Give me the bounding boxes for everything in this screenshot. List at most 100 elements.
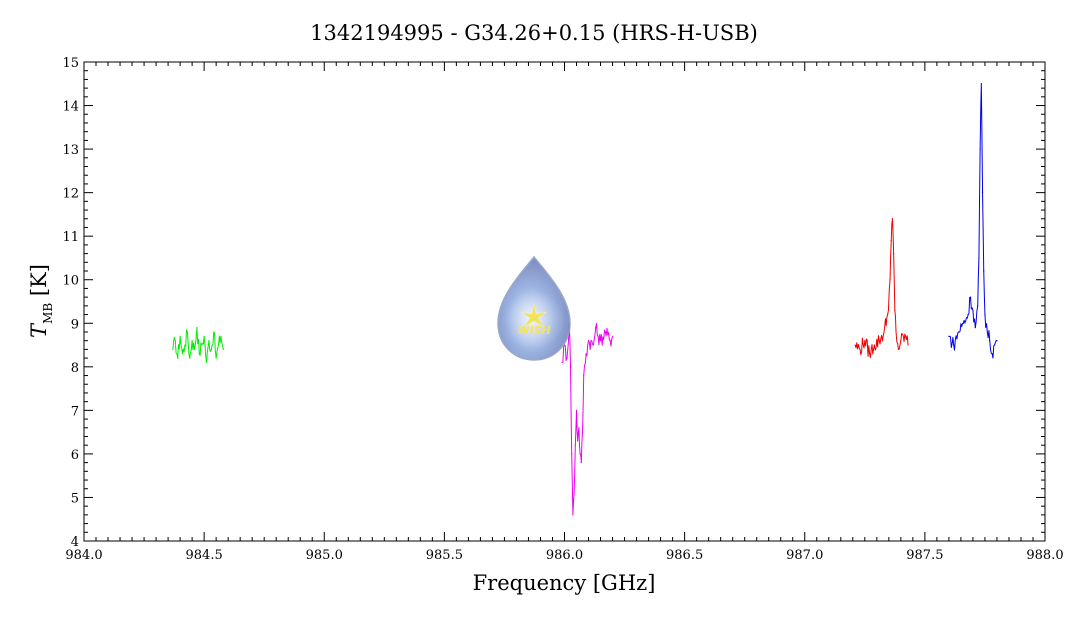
spectrum-data-point	[203, 335, 205, 337]
y-tick-label: 11	[62, 230, 79, 245]
y-axis: 4 5 6 7 8 9 10 11 12 13 14 15	[62, 56, 1045, 550]
spectrum-data-point	[883, 331, 885, 333]
spectrum-data-point	[579, 453, 581, 455]
spectrum-data-point	[984, 313, 986, 316]
spectrum-data-point	[210, 348, 212, 350]
spectrum-data-point	[611, 335, 614, 337]
spectrum-data-point	[573, 492, 575, 494]
chart-title: 1342194995 - G34.26+0.15 (HRS-H-USB)	[310, 21, 758, 45]
spectrum-data-point	[979, 148, 981, 150]
y-axis-symbol: T	[27, 322, 51, 338]
spectrum-data-point	[222, 348, 224, 350]
spectrum-data-point	[893, 253, 895, 255]
spectrum-data-point	[585, 353, 587, 355]
spectrum-data-point	[205, 361, 208, 364]
spectrum-series-line	[172, 327, 224, 363]
spectrum-data-point	[569, 366, 572, 368]
spectrum-data-point	[969, 296, 972, 298]
spectrum-data-point	[193, 348, 196, 350]
spectrum-data-point	[184, 344, 186, 346]
spectrum-data-point	[191, 340, 193, 342]
spectrum-data-point	[213, 331, 215, 333]
spectrum-data-point	[864, 340, 866, 342]
spectrum-data-point	[957, 331, 960, 333]
spectrum-data-point	[174, 340, 176, 342]
spectrum-data-point	[220, 335, 222, 337]
x-tick-label: 984.0	[65, 548, 102, 563]
y-tick-label: 14	[62, 100, 79, 115]
spectrum-series-line	[562, 322, 614, 516]
spectrum-data-point	[890, 239, 892, 242]
x-tick-label: 988.0	[1026, 548, 1063, 563]
spectrum-data-point	[217, 344, 220, 346]
spectrum-data-point	[580, 462, 582, 464]
spectrum-data-point	[974, 327, 976, 329]
spectrum-data-point	[895, 331, 897, 333]
spectrum-data-point	[854, 344, 856, 346]
y-tick-label: 5	[71, 491, 79, 506]
y-axis-spacer	[27, 296, 51, 303]
x-axis-label: Frequency [GHz]	[473, 571, 656, 595]
spectrum-data-point	[996, 340, 998, 342]
spectrum-data-point	[177, 357, 179, 359]
spectrum-data-point	[986, 331, 988, 333]
spectrum-data-point	[977, 305, 979, 307]
y-tick-label: 13	[62, 143, 79, 158]
spectrum-data-point	[186, 331, 188, 333]
spectrum-data-point	[581, 431, 584, 433]
spectrum-data-point	[878, 340, 880, 342]
spectrum-data-point	[571, 453, 573, 455]
y-tick-label: 8	[71, 361, 79, 376]
spectrum-data-point	[900, 340, 902, 342]
spectrum-data-point	[859, 348, 861, 350]
spectrum-data-point	[889, 279, 891, 281]
spectrum-series-line	[854, 218, 909, 358]
spectrum-data-point	[587, 340, 590, 342]
spectrum-data-point	[897, 348, 900, 350]
spectrum-data-point	[972, 309, 974, 311]
spectrum-data-point	[201, 344, 203, 346]
spectrum-data-point	[592, 344, 594, 346]
star-icon	[520, 302, 548, 328]
spectrum-data-point	[980, 83, 982, 85]
x-tick-label: 987.5	[906, 548, 943, 563]
spectrum-data-point	[172, 348, 174, 350]
spectrum-data-point	[962, 322, 964, 324]
y-tick-label: 10	[62, 274, 79, 289]
spectrum-data-point	[953, 344, 955, 346]
spectrum-data-point	[978, 257, 980, 259]
spectrum-data-point	[873, 344, 876, 346]
spectrum-data-point	[887, 313, 889, 316]
spectrum-data-point	[991, 353, 993, 355]
spectrum-data-point	[198, 353, 200, 355]
spectrum-data-point	[566, 357, 568, 359]
spectrum-data-point	[983, 270, 985, 272]
x-tick-label: 986.5	[666, 548, 703, 563]
spectrum-data-point	[595, 327, 597, 329]
spectrum-data-point	[196, 327, 198, 329]
spectrum-data-point	[578, 427, 580, 429]
spectrum-data-point	[208, 340, 210, 342]
spectrum-data-point	[993, 344, 996, 346]
spectrum-data-point	[948, 335, 950, 337]
x-tick-label: 985.0	[306, 548, 343, 563]
x-tick-label: 987.0	[786, 548, 823, 563]
spectrum-data-point	[572, 514, 574, 516]
series-layer	[172, 83, 998, 516]
spectrum-data-point	[907, 344, 909, 346]
wish-logo: WISH	[497, 255, 571, 361]
wish-logo-text: WISH	[517, 324, 550, 337]
spectrum-data-point	[215, 357, 217, 359]
spectrum-data-point	[905, 335, 907, 337]
spectrum-data-point	[599, 340, 602, 342]
spectrum-data-point	[597, 335, 599, 337]
y-tick-label: 15	[62, 56, 79, 71]
y-tick-label: 9	[71, 317, 79, 332]
x-tick-label: 986.0	[546, 548, 583, 563]
spectrum-data-point	[179, 335, 181, 337]
spectrum-data-point	[583, 374, 585, 377]
spectrum-data-point	[561, 361, 563, 364]
y-axis-label: TMB [K]	[27, 264, 55, 338]
spectrum-data-point	[967, 313, 969, 316]
